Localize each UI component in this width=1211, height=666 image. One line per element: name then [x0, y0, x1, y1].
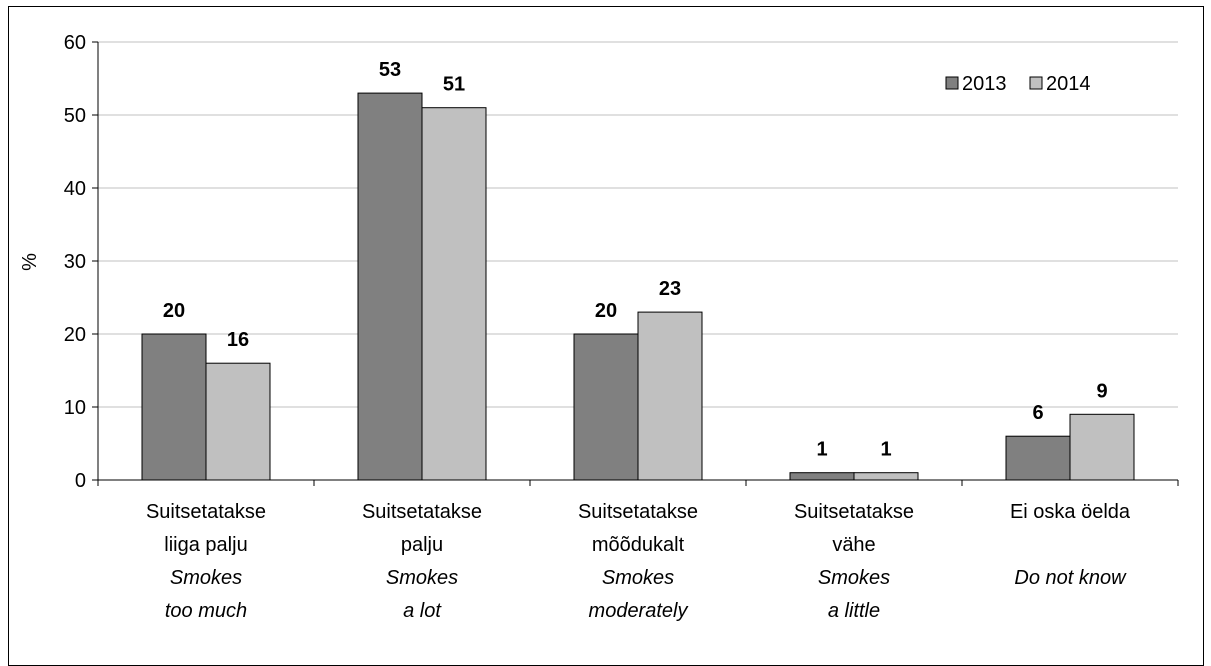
gridlines — [98, 41, 1178, 408]
category-label-en: a little — [828, 600, 880, 622]
y-tick-labels: 0 10 20 30 40 50 60 — [64, 32, 86, 492]
category-label-en: Smokes — [818, 567, 890, 589]
category-label-et: liiga palju — [164, 534, 247, 556]
value-label: 16 — [227, 329, 249, 351]
axes — [92, 41, 1179, 486]
category-label-et: palju — [401, 534, 443, 556]
y-tick-label: 30 — [64, 251, 86, 273]
category-label-en: moderately — [589, 600, 689, 622]
category-label-en: too much — [165, 600, 247, 622]
y-tick-label: 10 — [64, 397, 86, 419]
y-tick-label: 20 — [64, 324, 86, 346]
category-label-et: Suitsetatakse — [362, 501, 482, 523]
bar-2013 — [357, 92, 423, 481]
category-label-en: Smokes — [602, 567, 674, 589]
x-category-labels: Suitsetatakse liiga palju Smokes too much Su… — [146, 501, 1131, 622]
y-tick-label: 0 — [75, 470, 86, 492]
category-label-en: Smokes — [170, 567, 242, 589]
value-label: 20 — [595, 300, 617, 322]
y-axis-label: % — [19, 253, 41, 271]
legend-swatch-2014 — [1029, 76, 1043, 90]
bar-2013 — [573, 333, 639, 481]
value-label: 20 — [163, 300, 185, 322]
value-label: 1 — [816, 439, 827, 461]
category-label-en: Do not know — [1014, 567, 1127, 589]
bar-2013 — [789, 472, 855, 481]
bars — [141, 92, 1135, 481]
category-label-et: Ei oska öelda — [1010, 501, 1131, 523]
y-tick-label: 50 — [64, 105, 86, 127]
value-label: 23 — [659, 278, 681, 300]
value-label: 53 — [379, 59, 401, 81]
bar-2013 — [141, 333, 207, 481]
y-tick-label: 40 — [64, 178, 86, 200]
legend-label-2013: 2013 — [962, 73, 1007, 95]
bar-2013 — [1005, 435, 1071, 481]
category-label-et: Suitsetatakse — [578, 501, 698, 523]
legend-label-2014: 2014 — [1046, 73, 1091, 95]
value-label: 1 — [880, 439, 891, 461]
category-label-et: vähe — [832, 534, 875, 556]
legend-swatch-2013 — [945, 76, 959, 90]
value-label: 6 — [1032, 402, 1043, 424]
category-label-en: a lot — [403, 600, 442, 622]
category-label-en: Smokes — [386, 567, 458, 589]
category-label-et: mõõdukalt — [592, 534, 685, 556]
bar-2014 — [205, 362, 271, 481]
category-label-et: Suitsetatakse — [146, 501, 266, 523]
value-label: 9 — [1096, 380, 1107, 402]
bar-2014 — [421, 107, 487, 481]
legend: 2013 2014 — [945, 73, 1091, 95]
bar-2014 — [853, 472, 919, 481]
bar-2014 — [637, 311, 703, 481]
y-tick-label: 60 — [64, 32, 86, 54]
bar-2014 — [1069, 413, 1135, 481]
category-label-et: Suitsetatakse — [794, 501, 914, 523]
value-label: 51 — [443, 74, 465, 96]
